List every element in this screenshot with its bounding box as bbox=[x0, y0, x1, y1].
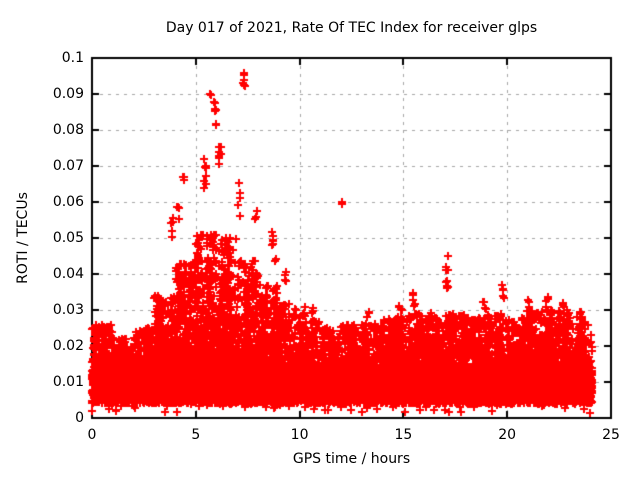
y-axis-label: ROTI / TECUs bbox=[15, 192, 31, 284]
y-tick-label: 0.03 bbox=[52, 302, 84, 318]
x-tick-label: 25 bbox=[602, 427, 620, 443]
y-tick-label: 0.02 bbox=[52, 338, 84, 354]
x-tick-label: 0 bbox=[87, 427, 97, 443]
x-tick-label: 20 bbox=[498, 427, 517, 443]
x-axis-label: GPS time / hours bbox=[292, 451, 411, 467]
y-tick-label: 0.04 bbox=[52, 266, 84, 282]
y-tick-label: 0.09 bbox=[52, 86, 84, 102]
y-tick-label: 0.07 bbox=[52, 158, 84, 174]
x-tick-label: 10 bbox=[290, 427, 309, 443]
y-tick-label: 0.05 bbox=[52, 230, 84, 246]
y-tick-label: 0 bbox=[75, 410, 84, 426]
x-tick-label: 5 bbox=[191, 427, 201, 443]
chart-title: Day 017 of 2021, Rate Of TEC Index for r… bbox=[165, 20, 538, 36]
y-tick-label: 0.06 bbox=[52, 194, 84, 210]
y-tick-label: 0.1 bbox=[61, 50, 84, 66]
x-tick-label: 15 bbox=[394, 427, 413, 443]
y-tick-label: 0.01 bbox=[52, 374, 84, 390]
y-tick-label: 0.08 bbox=[52, 122, 84, 138]
